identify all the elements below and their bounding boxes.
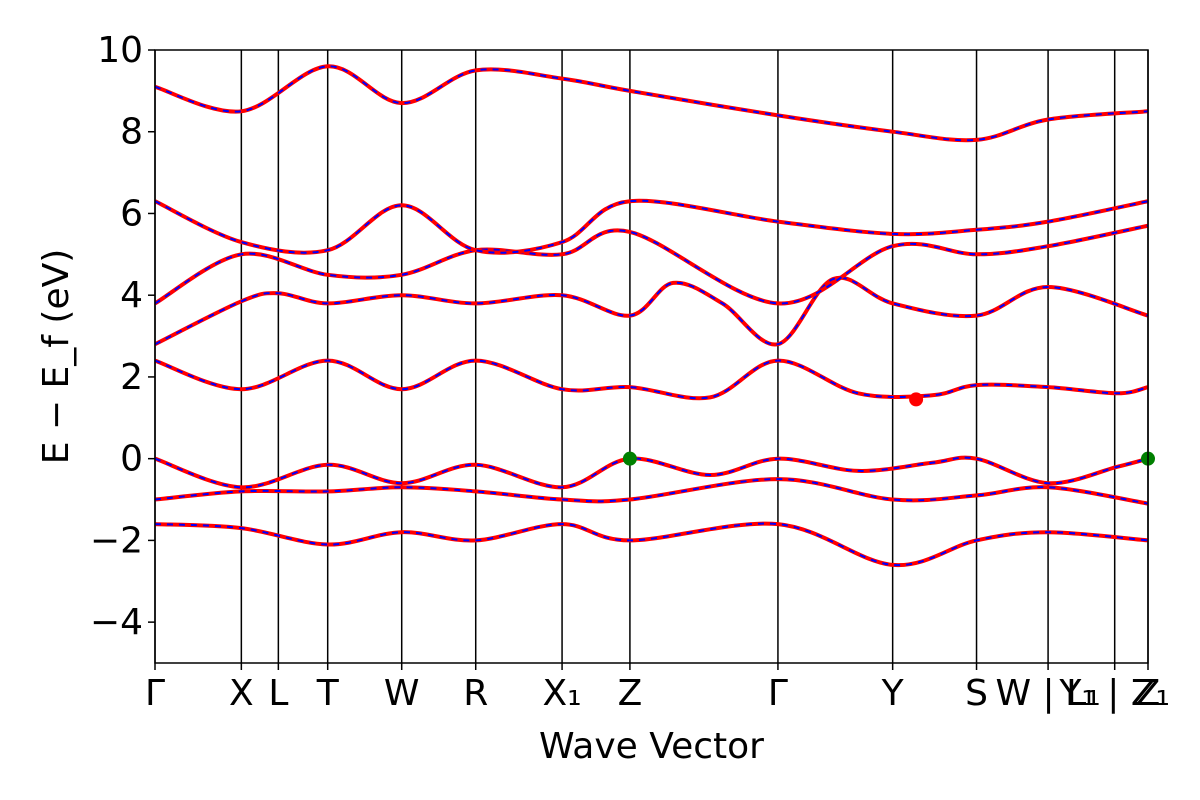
band-line-spin-up bbox=[155, 223, 1148, 306]
band-line-spin-down bbox=[155, 65, 1148, 142]
band-line-spin-up bbox=[155, 455, 1148, 490]
band-line-spin-up bbox=[155, 521, 1148, 568]
y-tick-label: −2 bbox=[90, 520, 143, 561]
band-lines bbox=[155, 64, 1148, 568]
x-tick-label: W | L₁ bbox=[996, 673, 1101, 714]
x-tick-label: Y bbox=[881, 673, 905, 714]
y-tick-label: 2 bbox=[120, 357, 143, 398]
x-tick-label: Z bbox=[618, 673, 643, 714]
band-line-spin-down bbox=[155, 359, 1148, 400]
x-tick-label: X bbox=[229, 673, 254, 714]
plot-frame bbox=[154, 49, 1149, 664]
band-line-spin-down bbox=[155, 522, 1148, 567]
band-line-spin-down bbox=[155, 456, 1148, 489]
y-tick-label: 0 bbox=[120, 439, 143, 480]
y-tick-label: 10 bbox=[97, 30, 143, 71]
y-tick-label: 4 bbox=[120, 275, 143, 316]
band-edge-marker bbox=[909, 392, 924, 407]
x-tick-label: Γ bbox=[768, 673, 788, 714]
x-tick-label: X₁ bbox=[543, 673, 582, 714]
extrema-markers bbox=[622, 392, 1155, 466]
band-line-spin-down bbox=[155, 224, 1148, 305]
x-tick-label: Z bbox=[1136, 673, 1161, 714]
band-edge-marker bbox=[622, 451, 637, 466]
y-axis-title: E − E_f (eV) bbox=[36, 249, 77, 465]
x-tick-label: R bbox=[463, 673, 488, 714]
y-axis-ticks: −4 −2 0 2 4 6 8 10 bbox=[90, 30, 155, 643]
kpoint-lines bbox=[154, 50, 1149, 663]
x-tick-label: L bbox=[268, 673, 288, 714]
x-tick-label: Y₁ | Z₁ bbox=[1058, 673, 1170, 714]
y-tick-label: 8 bbox=[120, 112, 143, 153]
band-line-spin-up bbox=[155, 198, 1148, 255]
band-line-spin-up bbox=[155, 64, 1148, 143]
band-line-spin-up bbox=[155, 275, 1148, 347]
band-line-spin-down bbox=[155, 276, 1148, 346]
x-tick-label: Γ bbox=[145, 673, 165, 714]
x-tick-label: S bbox=[965, 673, 988, 714]
x-tick-label: T bbox=[316, 673, 340, 714]
band-line-spin-down bbox=[155, 199, 1148, 254]
y-tick-label: 6 bbox=[120, 193, 143, 234]
y-tick-label: −4 bbox=[90, 602, 143, 643]
x-axis-title: Wave Vector bbox=[539, 726, 764, 767]
x-tick-label: W bbox=[384, 673, 420, 714]
band-line-spin-down bbox=[155, 478, 1148, 505]
